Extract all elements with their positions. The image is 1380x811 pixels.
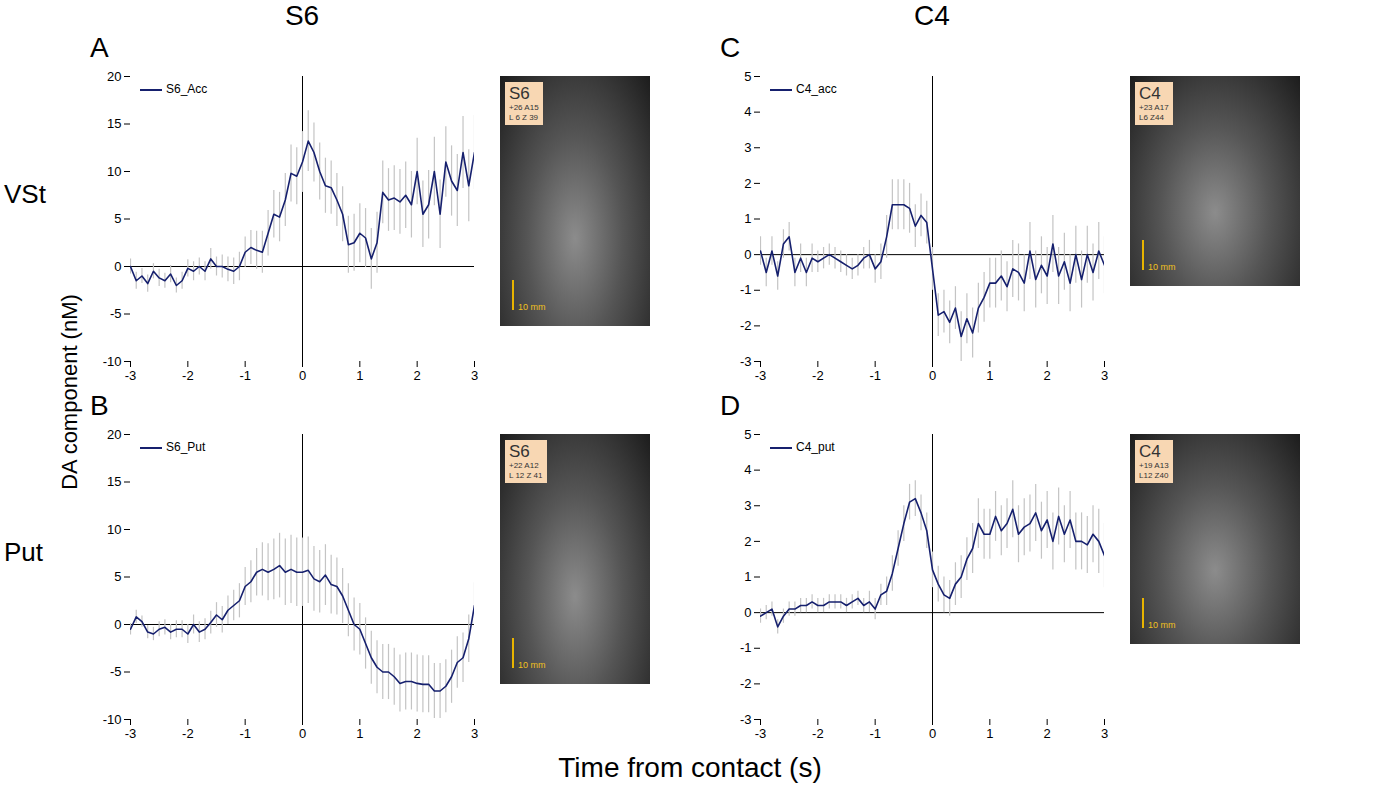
html-text:S6: S6	[509, 442, 530, 461]
svg-text:0: 0	[929, 368, 936, 383]
html-text:C: C	[720, 32, 741, 63]
svg-text:5: 5	[114, 569, 121, 584]
svg-text:-1: -1	[869, 726, 881, 741]
svg-text:0: 0	[299, 368, 306, 383]
html-text:C4: C4	[914, 0, 950, 31]
svg-text:15: 15	[107, 116, 121, 131]
html-text:L12 Z40: L12 Z40	[1139, 471, 1169, 480]
svg-text:-3: -3	[125, 726, 137, 741]
html-text:C4: C4	[1139, 84, 1161, 103]
svg-text:20: 20	[107, 427, 121, 442]
html-text:+19 A13: +19 A13	[1139, 461, 1169, 470]
svg-text:-2: -2	[182, 368, 194, 383]
svg-text:-1: -1	[239, 368, 251, 383]
svg-text:10: 10	[107, 164, 121, 179]
svg-text:4: 4	[744, 462, 751, 477]
svg-text:20: 20	[107, 69, 121, 84]
svg-text:1: 1	[986, 726, 993, 741]
svg-text:4: 4	[744, 104, 751, 119]
html-text:S6_Acc: S6_Acc	[166, 82, 208, 96]
svg-text:-2: -2	[812, 368, 824, 383]
svg-text:5: 5	[744, 427, 751, 442]
svg-text:1: 1	[986, 368, 993, 383]
svg-text:1: 1	[356, 368, 363, 383]
svg-text:1: 1	[744, 211, 751, 226]
svg-text:-3: -3	[755, 726, 767, 741]
svg-text:-3: -3	[740, 712, 752, 727]
svg-text:0: 0	[929, 726, 936, 741]
svg-text:3: 3	[471, 726, 478, 741]
html-text:C4: C4	[1139, 442, 1161, 461]
svg-text:2: 2	[744, 176, 751, 191]
svg-text:3: 3	[471, 368, 478, 383]
svg-text:-2: -2	[740, 318, 752, 333]
svg-text:-3: -3	[755, 368, 767, 383]
svg-text:-1: -1	[869, 368, 881, 383]
html-text:10 mm: 10 mm	[518, 302, 546, 312]
svg-text:-1: -1	[740, 282, 752, 297]
html-text:S6: S6	[284, 0, 320, 31]
html-text:+22 A12: +22 A12	[509, 461, 539, 470]
svg-text:10: 10	[107, 522, 121, 537]
html-text:A: A	[90, 32, 109, 63]
html-text:+26 A15: +26 A15	[509, 103, 539, 112]
svg-text:0: 0	[299, 726, 306, 741]
svg-text:2: 2	[414, 368, 421, 383]
svg-text:-5: -5	[110, 306, 122, 321]
html-text:10 mm: 10 mm	[1148, 620, 1176, 630]
svg-text:-1: -1	[740, 640, 752, 655]
svg-text:2: 2	[744, 534, 751, 549]
svg-text:3: 3	[1101, 726, 1108, 741]
svg-text:0: 0	[114, 617, 121, 632]
svg-text:-10: -10	[103, 712, 122, 727]
html-text:Put: Put	[4, 536, 43, 567]
html-text:VSt: VSt	[4, 178, 46, 209]
svg-text:1: 1	[744, 569, 751, 584]
svg-text:2: 2	[414, 726, 421, 741]
svg-text:2: 2	[1044, 726, 1051, 741]
html-text:+23 A17: +23 A17	[1139, 103, 1169, 112]
svg-text:-2: -2	[812, 726, 824, 741]
html-text:DA component (nM): DA component (nM)	[57, 294, 82, 490]
svg-text:-2: -2	[182, 726, 194, 741]
svg-text:0: 0	[114, 259, 121, 274]
svg-text:0: 0	[744, 247, 751, 262]
svg-text:5: 5	[114, 211, 121, 226]
svg-text:-10: -10	[103, 354, 122, 369]
svg-text:1: 1	[356, 726, 363, 741]
html-text:Time from contact (s): Time from contact (s)	[558, 752, 822, 783]
html-text:D: D	[720, 390, 741, 421]
svg-text:3: 3	[744, 140, 751, 155]
html-text:B: B	[90, 390, 109, 421]
html-text:10 mm: 10 mm	[518, 660, 546, 670]
svg-text:5: 5	[744, 69, 751, 84]
svg-text:-2: -2	[740, 676, 752, 691]
html-text:S6: S6	[509, 84, 530, 103]
svg-text:-5: -5	[110, 664, 122, 679]
svg-text:15: 15	[107, 474, 121, 489]
html-text:10 mm: 10 mm	[1148, 262, 1176, 272]
svg-text:3: 3	[744, 498, 751, 513]
svg-text:3: 3	[1101, 368, 1108, 383]
html-text:S6_Put: S6_Put	[166, 440, 206, 454]
svg-text:-3: -3	[125, 368, 137, 383]
html-text:L 6 Z 39: L 6 Z 39	[509, 113, 539, 122]
svg-text:-1: -1	[239, 726, 251, 741]
html-text:L 12 Z 41: L 12 Z 41	[509, 471, 543, 480]
svg-text:-3: -3	[740, 354, 752, 369]
html-text:C4_put: C4_put	[796, 440, 835, 454]
html-text:L6 Z44: L6 Z44	[1139, 113, 1164, 122]
svg-text:0: 0	[744, 605, 751, 620]
html-text:C4_acc: C4_acc	[796, 82, 837, 96]
svg-text:2: 2	[1044, 368, 1051, 383]
